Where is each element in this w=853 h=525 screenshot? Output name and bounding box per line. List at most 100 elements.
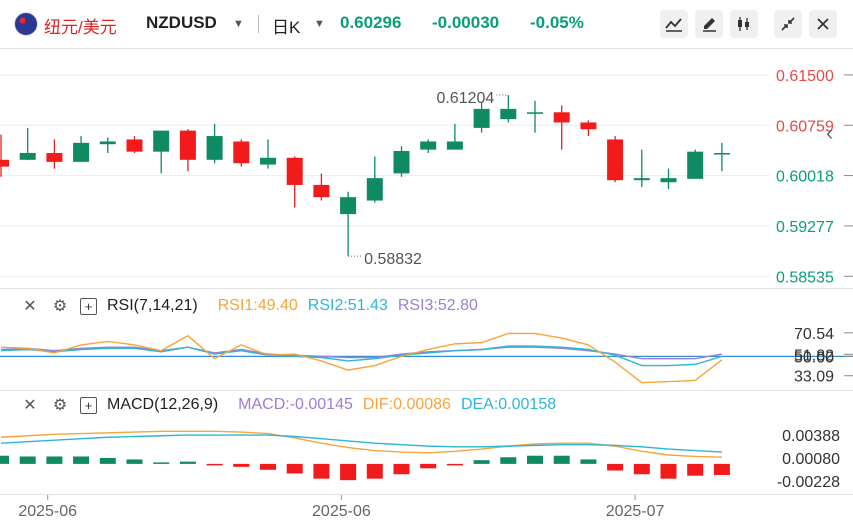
macd-close-icon[interactable]: ✕ (23, 397, 37, 414)
candle-body (46, 153, 63, 162)
rsi-add-icon[interactable]: + (80, 297, 97, 315)
macd-bar (233, 463, 250, 467)
candle-body (126, 139, 143, 152)
candle-body (633, 178, 650, 181)
macd-settings-icon[interactable]: ⚙ (52, 397, 68, 414)
pair-code[interactable]: NZDUSD (146, 13, 217, 32)
price-tick-label: 0.59277 (776, 219, 834, 236)
pair-name-cn[interactable]: 纽元/美元 (44, 18, 117, 37)
price-tick-label: 0.61500 (776, 68, 834, 85)
dea-line (0, 434, 722, 453)
dif-value: DIF:0.00086 (362, 396, 451, 413)
macd-bar (500, 457, 517, 464)
rsi-label: RSI(7,14,21) (107, 297, 198, 314)
line-chart-icon[interactable] (660, 10, 688, 38)
rsi2-value: RSI2:51.43 (307, 297, 388, 314)
macd-bar (366, 463, 383, 479)
rsi-divider (0, 288, 853, 289)
header-divider (0, 48, 853, 49)
price-annotation: 0.58832 (364, 251, 422, 268)
macd-bar (446, 463, 463, 466)
candle-body (607, 139, 624, 181)
rsi-tick-label: 70.54 (794, 326, 834, 343)
macd-bar (473, 460, 490, 464)
dea-value: DEA:0.00158 (460, 396, 557, 413)
price-change: -0.00030 (432, 13, 500, 32)
candle-body (99, 141, 116, 145)
rsi-tick-label: 33.09 (794, 369, 834, 386)
candle-body (553, 112, 570, 123)
rsi-header: ✕ ⚙ + RSI(7,14,21) RSI1:49.40 RSI2:51.43… (20, 294, 488, 318)
dif-line (0, 430, 722, 458)
period-dropdown-icon[interactable]: ▼ (314, 18, 325, 30)
xaxis-tick-label: 2025-06 (18, 503, 77, 520)
macd-bar (420, 463, 437, 469)
period-selector[interactable]: 日K (272, 18, 301, 37)
macd-tick-label: -0.00228 (777, 474, 840, 491)
macd-bar (260, 463, 276, 470)
macd-add-icon[interactable]: + (80, 396, 97, 414)
chart-header: 纽元/美元 NZDUSD ▼ 日K ▼ 0.60296 -0.00030 -0.… (0, 0, 853, 48)
candle-body (0, 159, 9, 167)
macd-bar (126, 459, 143, 464)
price-tick-label: 0.60018 (776, 169, 834, 186)
macd-value: MACD:-0.00145 (238, 396, 353, 413)
price-tick-label: 0.58535 (776, 269, 834, 286)
candle-body (580, 122, 597, 130)
pencil-icon[interactable] (695, 10, 723, 38)
macd-bar (0, 455, 9, 464)
macd-bar (340, 463, 357, 481)
macd-bar (99, 457, 116, 464)
rsi1-line (0, 332, 723, 384)
rsi1-value: RSI1:49.40 (217, 297, 298, 314)
candle-body (260, 157, 276, 165)
collapse-arrows-icon[interactable] (774, 10, 802, 38)
macd-bar (527, 455, 543, 464)
candle-body (286, 157, 303, 185)
candle-body (420, 141, 437, 150)
candle-body (153, 130, 170, 152)
candle-body (473, 108, 490, 128)
macd-bar (46, 456, 63, 464)
macd-bar (206, 463, 223, 466)
macd-bar (580, 459, 597, 464)
nzd-flag-icon (14, 12, 38, 36)
close-icon[interactable] (809, 10, 837, 38)
macd-bar (713, 463, 730, 475)
candlestick-icon[interactable] (730, 10, 758, 38)
price-annotation: 0.61204 (436, 90, 494, 107)
header-separator (258, 15, 259, 33)
macd-bar (687, 463, 704, 476)
rsi-settings-icon[interactable]: ⚙ (52, 298, 68, 315)
rsi-tick-label: 50.00 (794, 349, 834, 366)
expand-panel-icon[interactable]: ‹ (826, 120, 834, 145)
price-change-pct: -0.05% (530, 13, 584, 32)
candle-body (233, 141, 250, 164)
candle-body (73, 142, 90, 162)
rsi-tick-label: 51.82 (794, 347, 834, 364)
macd-bar (393, 463, 410, 475)
macd-bar (179, 461, 196, 464)
macd-divider (0, 390, 853, 391)
macd-tick-label: 0.00388 (782, 428, 840, 445)
macd-bar (73, 456, 90, 464)
candle-body (19, 153, 36, 160)
macd-tick-label: 0.00080 (782, 451, 840, 468)
candle-body (366, 178, 383, 201)
candle-body (446, 141, 463, 150)
macd-header: ✕ ⚙ + MACD(12,26,9) MACD:-0.00145 DIF:0.… (20, 393, 566, 417)
macd-bar (607, 463, 624, 471)
macd-bar (633, 463, 650, 475)
macd-bar (660, 463, 677, 479)
xaxis-tick-label: 2025-07 (606, 503, 665, 520)
candle-body (206, 136, 223, 160)
price-tick-label: 0.60759 (776, 118, 834, 135)
pair-dropdown-icon[interactable]: ▼ (233, 18, 244, 30)
rsi-close-icon[interactable]: ✕ (23, 298, 37, 315)
macd-bar (153, 462, 170, 464)
xaxis-divider (0, 494, 853, 495)
candle-body (660, 178, 677, 183)
rsi2-line (0, 345, 723, 367)
candle-body (393, 150, 410, 174)
